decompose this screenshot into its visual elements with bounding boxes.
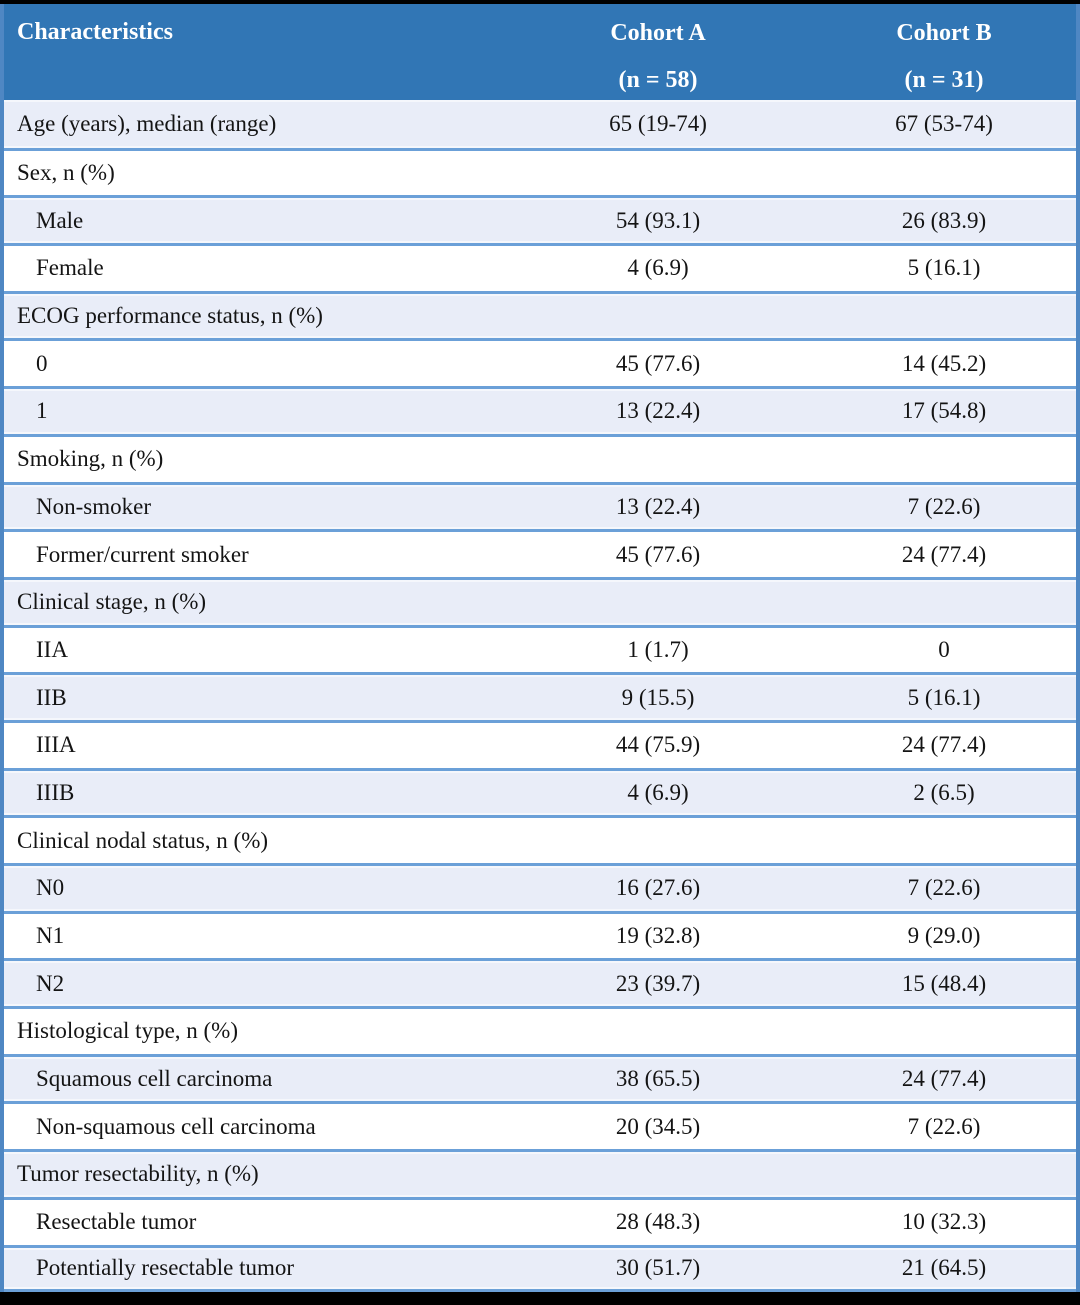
cohort-a-value: 20 (34.5)	[615, 1113, 701, 1139]
header-row: Characteristics Cohort A (n = 58) Cohort…	[4, 4, 1076, 100]
cohort-b-value: 24 (77.4)	[901, 732, 987, 758]
cohort-b-value: 9 (29.0)	[907, 923, 981, 949]
cohort-a-value: 44 (75.9)	[615, 732, 701, 758]
table-row: Non-squamous cell carcinoma 20 (34.5) 7 (2…	[4, 1101, 1076, 1150]
column-header-characteristics: Characteristics	[17, 19, 173, 45]
cohort-b-value: 14 (45.2)	[901, 350, 987, 376]
row-label: Potentially resectable tumor	[36, 1255, 295, 1281]
table-row: Former/current smoker 45 (77.6) 24 (77.4)	[4, 529, 1076, 577]
row-label: Squamous cell carcinoma	[36, 1066, 273, 1092]
row-label: Clinical nodal status, n (%)	[17, 827, 269, 853]
cohort-a-value: 19 (32.8)	[615, 923, 701, 949]
table-row: Clinical nodal status, n (%)	[4, 815, 1076, 863]
cohort-b-value: 15 (48.4)	[901, 970, 987, 996]
cohort-a-value: 38 (65.5)	[615, 1066, 701, 1092]
table-row: Male 54 (93.1) 26 (83.9)	[4, 195, 1076, 244]
cohort-a-value: 45 (77.6)	[615, 541, 701, 567]
row-label: IIB	[36, 684, 67, 710]
cohort-b-value: 7 (22.6)	[907, 875, 981, 901]
table-row: IIB 9 (15.5) 5 (16.1)	[4, 672, 1076, 720]
cohort-a-value: 23 (39.7)	[615, 970, 701, 996]
cohort-a-value: 65 (19-74)	[609, 110, 707, 136]
row-label: Age (years), median (range)	[17, 110, 277, 136]
table-row: Histological type, n (%)	[4, 1006, 1076, 1054]
cohort-b-value: 2 (6.5)	[913, 779, 975, 805]
cohort-a-sample-size: (n = 58)	[618, 67, 698, 93]
characteristics-table: Characteristics Cohort A (n = 58) Cohort…	[0, 4, 1080, 1293]
table-row: IIIA 44 (75.9) 24 (77.4)	[4, 719, 1076, 768]
cohort-a-value: 4 (6.9)	[627, 255, 689, 281]
cohort-a-value: 28 (48.3)	[615, 1209, 701, 1235]
row-label: N0	[36, 875, 65, 901]
cohort-a-value: 1 (1.7)	[627, 636, 689, 662]
row-label: Non-squamous cell carcinoma	[36, 1113, 316, 1139]
cohort-b-value: 24 (77.4)	[901, 541, 987, 567]
table-row: 1 13 (22.4) 17 (54.8)	[4, 386, 1076, 434]
row-label: Smoking, n (%)	[17, 446, 164, 472]
cohort-a-value: 9 (15.5)	[621, 684, 695, 710]
table-row: Age (years), median (range) 65 (19-74) 67 …	[4, 100, 1076, 148]
table-row: IIA 1 (1.7) 0	[4, 624, 1076, 673]
row-label: Clinical stage, n (%)	[17, 589, 207, 615]
table-row: ECOG performance status, n (%)	[4, 290, 1076, 339]
cohort-a-value: 4 (6.9)	[627, 779, 689, 805]
row-label: 0	[36, 350, 48, 376]
row-label: Sex, n (%)	[17, 160, 115, 186]
top-black-strip	[0, 0, 1080, 4]
table-row: Potentially resectable tumor 30 (51.7) 21 …	[4, 1244, 1076, 1293]
cohort-b-value: 10 (32.3)	[901, 1209, 987, 1235]
table-row: Non-smoker 13 (22.4) 7 (22.6)	[4, 481, 1076, 530]
column-header-cohort-a: Cohort A (n = 58)	[504, 4, 812, 94]
cohort-b-value: 26 (83.9)	[901, 207, 987, 233]
table-row: Clinical stage, n (%)	[4, 576, 1076, 625]
row-label: IIIB	[36, 779, 75, 805]
cohort-b-sample-size: (n = 31)	[904, 67, 984, 93]
table-body: Age (years), median (range) 65 (19-74) 67 …	[4, 100, 1076, 1293]
table-row: Smoking, n (%)	[4, 433, 1076, 482]
cohort-b-value: 7 (22.6)	[907, 1113, 981, 1139]
table-row: Resectable tumor 28 (48.3) 10 (32.3)	[4, 1196, 1076, 1245]
row-label: IIIA	[36, 732, 76, 758]
cohort-a-value: 13 (22.4)	[615, 493, 701, 519]
row-label: N2	[36, 970, 65, 996]
cohort-b-value: 21 (64.5)	[901, 1255, 987, 1281]
row-label: IIA	[36, 636, 68, 662]
cohort-b-value: 7 (22.6)	[907, 493, 981, 519]
cohort-a-value: 54 (93.1)	[615, 207, 701, 233]
cohort-b-value: 24 (77.4)	[901, 1066, 987, 1092]
table-row: Tumor resectability, n (%)	[4, 1149, 1076, 1197]
table-row: 0 45 (77.6) 14 (45.2)	[4, 338, 1076, 387]
cohort-a-value: 45 (77.6)	[615, 350, 701, 376]
row-label: ECOG performance status, n (%)	[17, 303, 323, 329]
cohort-a-value: 30 (51.7)	[615, 1255, 701, 1281]
cohort-a-value: 13 (22.4)	[615, 398, 701, 424]
table-row: N2 23 (39.7) 15 (48.4)	[4, 958, 1076, 1007]
cohort-b-value: 5 (16.1)	[907, 684, 981, 710]
row-label: Male	[36, 207, 84, 233]
cohort-b-title: Cohort B	[896, 20, 992, 46]
row-label: Non-smoker	[36, 493, 151, 519]
cohort-a-title: Cohort A	[610, 20, 706, 46]
row-label: Resectable tumor	[36, 1209, 197, 1235]
cohort-b-value: 5 (16.1)	[907, 255, 981, 281]
row-label: Tumor resectability, n (%)	[17, 1161, 259, 1187]
cohort-b-value: 0	[938, 636, 950, 662]
cohort-b-value: 67 (53-74)	[895, 110, 993, 136]
table-row: N1 19 (32.8) 9 (29.0)	[4, 910, 1076, 959]
cohort-b-value: 17 (54.8)	[901, 398, 987, 424]
table-row: IIIB 4 (6.9) 2 (6.5)	[4, 767, 1076, 816]
row-label: Histological type, n (%)	[17, 1018, 239, 1044]
cohort-a-value: 16 (27.6)	[615, 875, 701, 901]
row-label: Female	[36, 255, 104, 281]
row-label: 1	[36, 398, 48, 424]
row-label: Former/current smoker	[36, 541, 249, 567]
table-row: Female 4 (6.9) 5 (16.1)	[4, 243, 1076, 291]
table-row: N0 16 (27.6) 7 (22.6)	[4, 863, 1076, 911]
table-row: Sex, n (%)	[4, 147, 1076, 196]
row-label: N1	[36, 923, 65, 949]
table-row: Squamous cell carcinoma 38 (65.5) 24 (77.4…	[4, 1053, 1076, 1102]
column-header-cohort-b: Cohort B (n = 31)	[812, 4, 1076, 94]
